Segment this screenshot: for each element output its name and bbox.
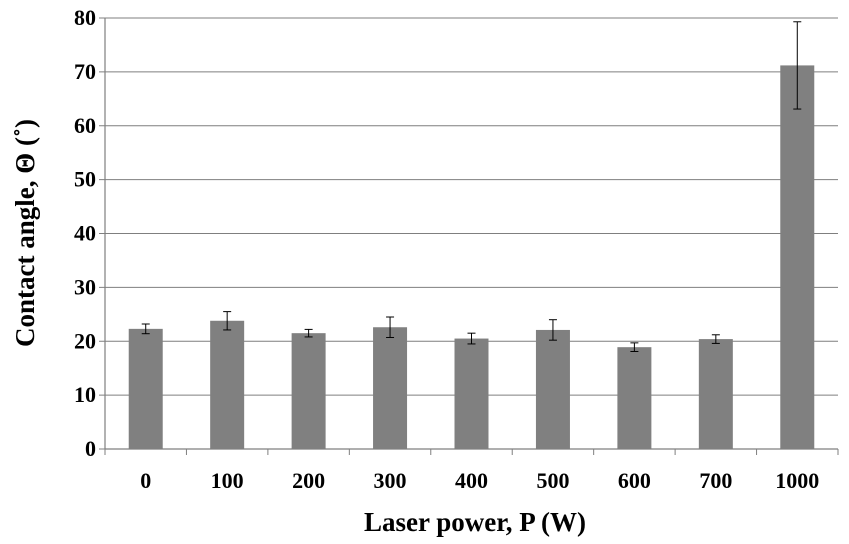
bar xyxy=(617,347,652,449)
y-tick-label: 30 xyxy=(74,274,96,299)
bar xyxy=(291,333,326,449)
y-tick-label: 0 xyxy=(85,436,96,461)
y-tick-label: 60 xyxy=(74,113,96,138)
bar xyxy=(210,320,245,449)
y-axis-title: Contact angle, Θ (˚) xyxy=(10,119,40,347)
x-tick-labels: 0 100 200 300 400 500 600 700 1000 xyxy=(140,468,819,493)
x-tick-label: 300 xyxy=(374,468,407,493)
x-tick-label: 100 xyxy=(211,468,244,493)
x-tick-label: 0 xyxy=(140,468,151,493)
bar xyxy=(373,327,408,449)
x-axis-title: Laser power, P (W) xyxy=(364,507,586,537)
x-tick-label: 600 xyxy=(618,468,651,493)
bars xyxy=(128,21,815,449)
y-tick-labels: 0 10 20 30 40 50 60 70 80 xyxy=(74,5,96,461)
x-tick-label: 500 xyxy=(536,468,569,493)
y-tick-label: 80 xyxy=(74,5,96,30)
x-tick-label: 400 xyxy=(455,468,488,493)
y-tick-label: 40 xyxy=(74,221,96,246)
bar xyxy=(128,328,163,449)
y-tick-label: 70 xyxy=(74,59,96,84)
y-tick-label: 20 xyxy=(74,328,96,353)
y-tick-label: 50 xyxy=(74,167,96,192)
bar xyxy=(780,65,815,449)
bar xyxy=(454,338,489,449)
y-tick-label: 10 xyxy=(74,382,96,407)
x-tick-label: 200 xyxy=(292,468,325,493)
x-tick-label: 700 xyxy=(699,468,732,493)
bar xyxy=(698,339,733,449)
bar xyxy=(535,329,570,449)
x-tick-label: 1000 xyxy=(775,468,819,493)
axes xyxy=(99,17,839,455)
